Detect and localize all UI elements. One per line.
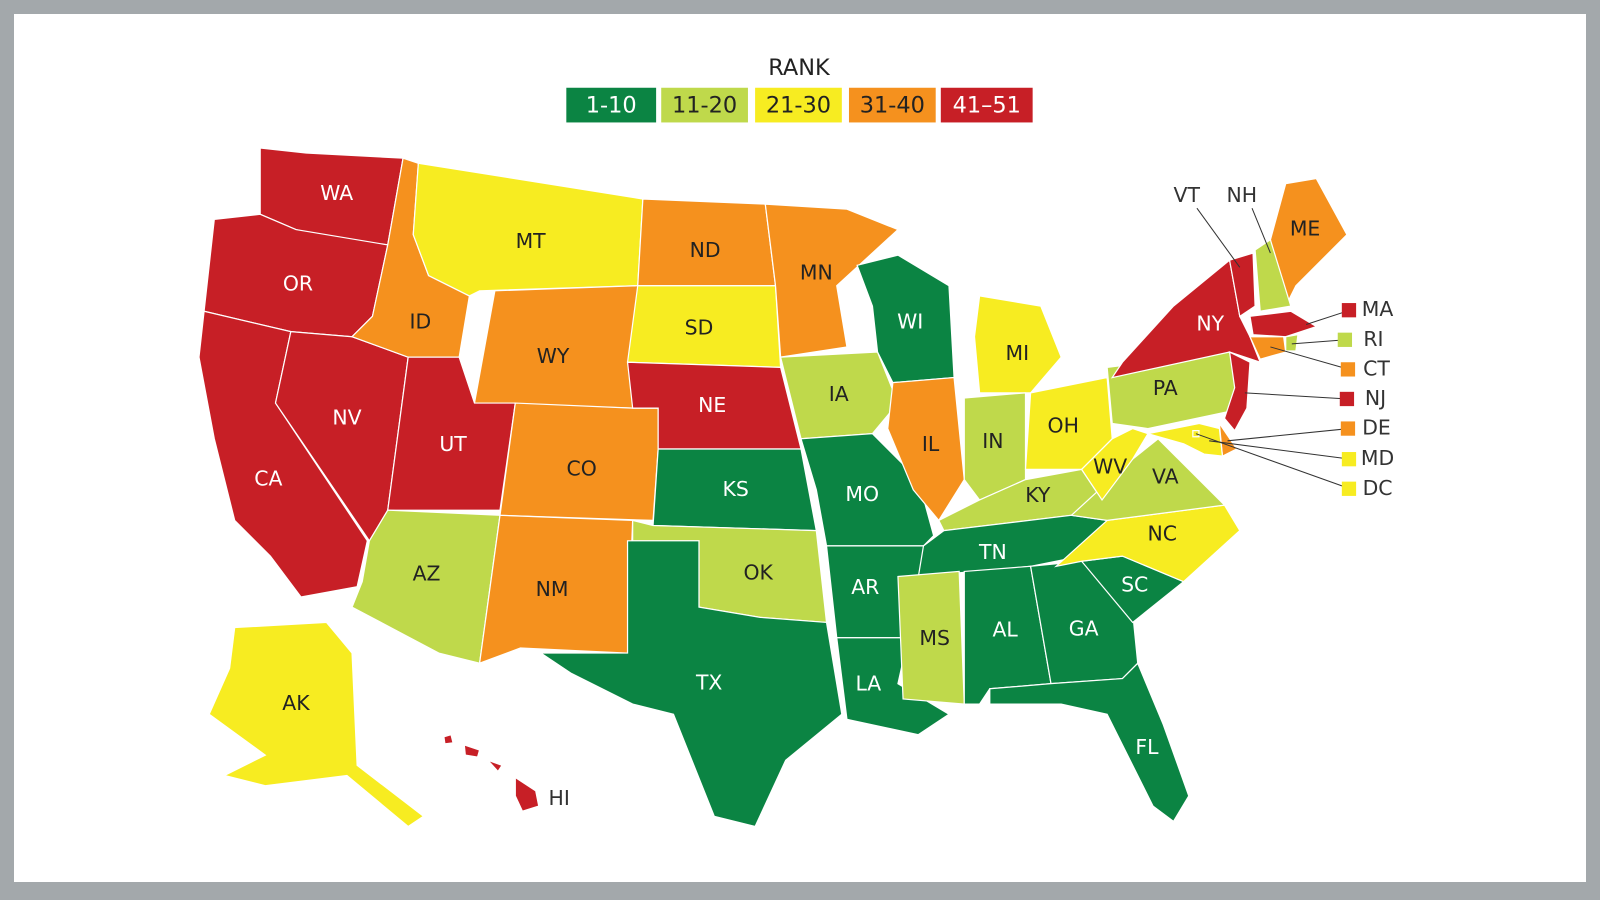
legend-label: 1-10 — [586, 93, 637, 119]
state-label: MS — [919, 626, 950, 650]
state-label: GA — [1069, 617, 1099, 641]
callout-line — [1270, 346, 1350, 370]
callout-line — [1195, 433, 1351, 490]
state-label: MD — [1361, 446, 1394, 470]
legend-swatch — [661, 87, 748, 123]
state-label: WV — [1093, 454, 1127, 478]
state — [1254, 238, 1292, 312]
state — [478, 514, 634, 665]
state-label: MT — [516, 229, 547, 253]
legend-swatch — [566, 87, 657, 123]
legend-swatch — [755, 87, 842, 123]
state-label: SD — [685, 316, 714, 340]
state-label: NJ — [1365, 386, 1386, 410]
state-label: UT — [439, 432, 467, 456]
state-label: KS — [723, 477, 749, 501]
state-label: OK — [743, 560, 773, 584]
state-label: ID — [410, 309, 432, 333]
callout-line — [1244, 392, 1348, 400]
legend-swatch — [940, 87, 1033, 123]
state-label: VA — [1152, 465, 1179, 489]
state-label: DE — [1362, 416, 1391, 440]
state-label: AK — [282, 691, 310, 715]
state-label: KY — [1025, 483, 1051, 507]
legend-label: 41–51 — [953, 93, 1021, 119]
state-label: OR — [283, 272, 313, 296]
callout-line — [1209, 440, 1351, 460]
state-label: TX — [695, 671, 722, 695]
state-label: DC — [1363, 476, 1393, 500]
state-label: VT — [1174, 183, 1201, 207]
state — [1147, 422, 1224, 457]
state-label: NE — [698, 393, 726, 417]
state-label: PA — [1153, 376, 1178, 400]
state — [1228, 252, 1256, 318]
state-label: ME — [1290, 217, 1320, 241]
callout-line — [1227, 428, 1350, 442]
state — [1285, 333, 1299, 352]
state-label: SC — [1121, 573, 1148, 597]
state-label: WY — [537, 344, 570, 368]
callout-line — [1251, 207, 1271, 254]
state-label: CT — [1363, 356, 1390, 380]
state-label: AZ — [413, 561, 441, 585]
state-label: MI — [1006, 341, 1030, 365]
state — [1223, 350, 1251, 432]
state-label: OH — [1048, 414, 1079, 438]
legend-label: 31-40 — [860, 93, 925, 119]
state-label: IA — [829, 382, 849, 406]
state-label: IN — [982, 429, 1003, 453]
state-label: MN — [800, 260, 833, 284]
state-label: AL — [992, 618, 1018, 642]
state — [800, 433, 935, 547]
state — [764, 203, 900, 358]
callout-swatch — [1341, 481, 1357, 496]
state-label: HI — [548, 786, 569, 810]
callout-line — [1196, 207, 1241, 268]
callout-swatch — [1340, 362, 1356, 377]
state-label: WA — [320, 181, 353, 205]
state-label: NY — [1196, 311, 1224, 335]
state-label: WI — [897, 309, 923, 333]
callout-swatch — [1339, 391, 1355, 407]
state-label: MO — [845, 482, 879, 506]
state-label: TN — [978, 540, 1007, 564]
legend-label: 11-20 — [672, 93, 737, 119]
state-label: RI — [1363, 327, 1383, 351]
legend-swatch — [848, 87, 936, 123]
callout-swatch — [1341, 452, 1357, 467]
map-group: RANK 1-10 11-20 21-30 31-40 41–51 WA OR CA NV ID M… — [198, 55, 1394, 828]
state-label: NV — [332, 405, 361, 429]
callout-line — [1291, 339, 1346, 345]
state — [538, 540, 843, 828]
state-label: LA — [855, 672, 881, 696]
state-label: NM — [536, 577, 569, 601]
state-label: IL — [922, 432, 940, 456]
state — [208, 621, 425, 828]
callout-swatch — [1341, 303, 1357, 318]
state-label: AR — [851, 575, 879, 599]
state — [1249, 310, 1318, 338]
state — [779, 351, 899, 440]
state-label: CO — [566, 456, 596, 480]
state — [443, 733, 540, 812]
state-label: NH — [1227, 183, 1258, 207]
state-label: NC — [1147, 522, 1177, 546]
state-label: CA — [254, 467, 282, 491]
legend-label: 21-30 — [766, 93, 831, 119]
state — [1249, 336, 1287, 360]
callout-swatch — [1340, 421, 1356, 436]
callout-swatch — [1337, 332, 1353, 347]
state — [989, 662, 1190, 823]
state-label: ND — [690, 238, 721, 262]
state-label: FL — [1135, 735, 1159, 759]
state-label: MA — [1362, 297, 1394, 321]
legend-title: RANK — [768, 55, 831, 81]
